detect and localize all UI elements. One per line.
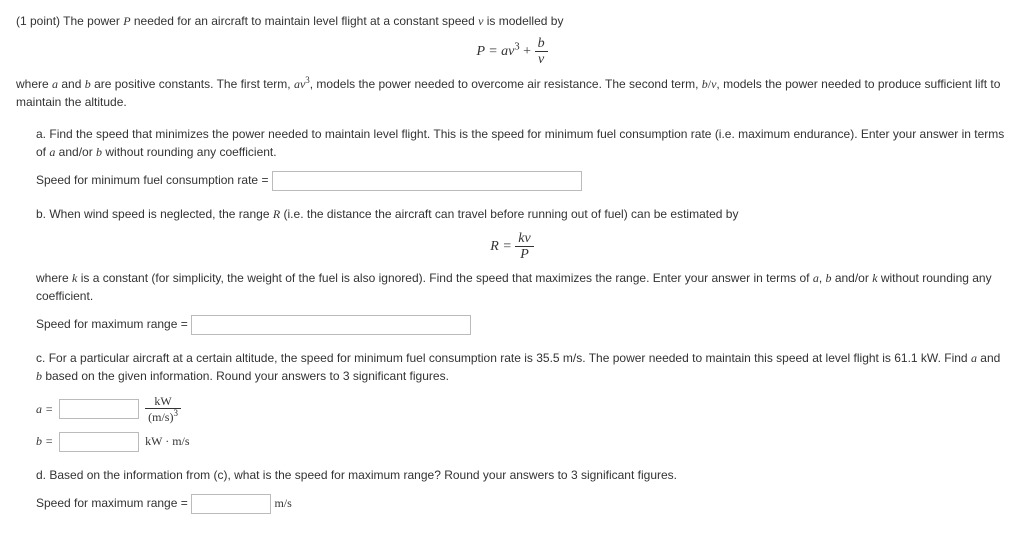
part-c-text1: For a particular aircraft at a certain a…: [49, 351, 971, 365]
intro-text-2: needed for an aircraft to maintain level…: [131, 14, 479, 28]
points-label: (1 point): [16, 14, 60, 28]
part-c-b-input[interactable]: [59, 432, 139, 452]
part-d-input[interactable]: [191, 494, 271, 514]
part-b-label: b.: [36, 207, 46, 221]
formula-P: P = av3 + bv: [16, 36, 1008, 68]
where-t2: and: [58, 77, 85, 91]
a-unit-den-base: (m/s): [148, 410, 173, 424]
formula-R-frac: kvP: [515, 231, 533, 263]
part-c-text2: based on the given information. Round yo…: [42, 369, 449, 383]
intro-text-3: is modelled by: [483, 14, 563, 28]
a-unit-num: kW: [145, 395, 181, 409]
b-equals-label: b =: [36, 434, 53, 449]
part-b-answer-label: Speed for maximum range =: [36, 317, 188, 331]
pbt-t1: where: [36, 271, 72, 285]
part-d-answer-label: Speed for maximum range =: [36, 496, 188, 510]
formula-P-lhs: P = av: [476, 44, 514, 59]
formula-R-den: P: [515, 247, 533, 262]
part-d: d. Based on the information from (c), wh…: [36, 466, 1008, 484]
formula-P-num: b: [535, 36, 548, 52]
part-d-text: Based on the information from (c), what …: [49, 468, 677, 482]
part-c-label: c.: [36, 351, 45, 365]
formula-R: R = kvP: [16, 231, 1008, 263]
part-a-input[interactable]: [272, 171, 582, 191]
a-unit: kW (m/s)3: [145, 395, 189, 424]
where-t1: where: [16, 77, 52, 91]
formula-P-plus: +: [520, 44, 535, 59]
part-d-unit: m/s: [274, 496, 291, 510]
formula-P-den: v: [535, 52, 548, 67]
part-c-a-input[interactable]: [59, 399, 139, 419]
a-unit-den: (m/s)3: [145, 409, 181, 424]
part-a-and: and/or: [55, 145, 96, 159]
part-b: b. When wind speed is neglected, the ran…: [36, 205, 1008, 223]
part-c: c. For a particular aircraft at a certai…: [36, 349, 1008, 385]
part-a-label: a.: [36, 127, 46, 141]
part-b-text1: When wind speed is neglected, the range: [49, 207, 272, 221]
question-header: (1 point) The power P needed for an airc…: [16, 12, 1008, 30]
b-unit: kW · m/s: [145, 434, 189, 449]
a-equals-label: a =: [36, 402, 53, 417]
formula-R-lhs: R =: [490, 239, 515, 254]
part-c-and: and: [977, 351, 1000, 365]
part-a-answer-label: Speed for minimum fuel consumption rate …: [36, 173, 268, 187]
where-t4: , models the power needed to overcome ai…: [310, 77, 702, 91]
formula-R-num: kv: [515, 231, 533, 247]
a-unit-frac: kW (m/s)3: [145, 395, 181, 424]
part-a-text2: without rounding any coefficient.: [102, 145, 277, 159]
part-a: a. Find the speed that minimizes the pow…: [36, 125, 1008, 161]
where-av3: av: [294, 77, 305, 91]
formula-P-frac: bv: [535, 36, 548, 68]
part-d-answer-line: Speed for maximum range = m/s: [36, 494, 1008, 514]
part-d-label: d.: [36, 468, 46, 482]
pbt-c2: and/or: [831, 271, 872, 285]
part-a-answer-line: Speed for minimum fuel consumption rate …: [36, 171, 1008, 191]
pbt-t2: is a constant (for simplicity, the weigh…: [77, 271, 812, 285]
part-c-ab-block: a = kW (m/s)3 b = kW · m/s: [36, 395, 190, 452]
part-b-tail: where k is a constant (for simplicity, t…: [36, 269, 1008, 305]
a-unit-den-exp: 3: [173, 408, 178, 418]
var-P: P: [123, 14, 130, 28]
where-t3: are positive constants. The first term,: [91, 77, 294, 91]
part-b-input[interactable]: [191, 315, 471, 335]
intro-where: where a and b are positive constants. Th…: [16, 74, 1008, 111]
intro-text-1: The power: [63, 14, 123, 28]
part-b-answer-line: Speed for maximum range =: [36, 315, 1008, 335]
part-b-text2: (i.e. the distance the aircraft can trav…: [280, 207, 738, 221]
